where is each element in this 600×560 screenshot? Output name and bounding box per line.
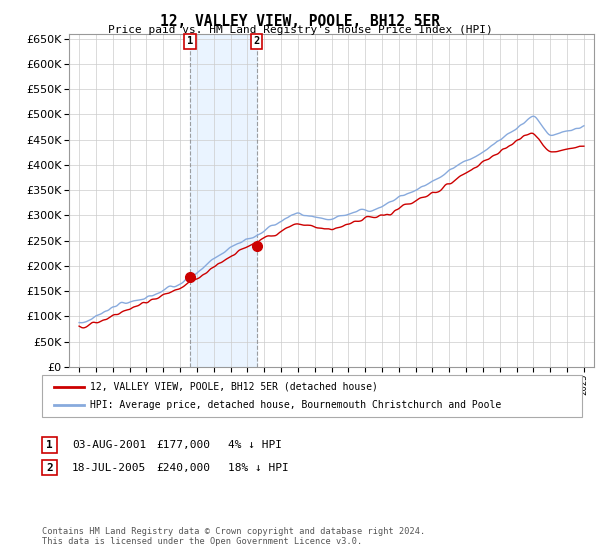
Text: £240,000: £240,000 [156, 463, 210, 473]
Text: Price paid vs. HM Land Registry's House Price Index (HPI): Price paid vs. HM Land Registry's House … [107, 25, 493, 35]
Text: 18-JUL-2005: 18-JUL-2005 [72, 463, 146, 473]
Text: Contains HM Land Registry data © Crown copyright and database right 2024.
This d: Contains HM Land Registry data © Crown c… [42, 526, 425, 546]
Text: 03-AUG-2001: 03-AUG-2001 [72, 440, 146, 450]
Text: 12, VALLEY VIEW, POOLE, BH12 5ER: 12, VALLEY VIEW, POOLE, BH12 5ER [160, 14, 440, 29]
Text: HPI: Average price, detached house, Bournemouth Christchurch and Poole: HPI: Average price, detached house, Bour… [90, 400, 501, 410]
Text: £177,000: £177,000 [156, 440, 210, 450]
Text: 2: 2 [46, 463, 53, 473]
Text: 1: 1 [46, 440, 53, 450]
Text: 2: 2 [253, 36, 260, 46]
Text: 12, VALLEY VIEW, POOLE, BH12 5ER (detached house): 12, VALLEY VIEW, POOLE, BH12 5ER (detach… [90, 382, 378, 392]
Text: 1: 1 [187, 36, 193, 46]
Text: 18% ↓ HPI: 18% ↓ HPI [228, 463, 289, 473]
Text: 4% ↓ HPI: 4% ↓ HPI [228, 440, 282, 450]
Bar [190, 34, 257, 367]
